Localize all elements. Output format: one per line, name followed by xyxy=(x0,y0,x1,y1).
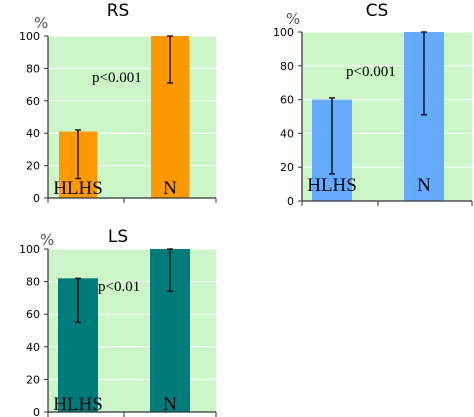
y-tick-label: 60 xyxy=(26,308,40,321)
error-bar-hlhs xyxy=(329,97,335,175)
category-label-hlhs: HLHS xyxy=(53,178,103,199)
y-tick-label: 20 xyxy=(280,161,294,174)
p-value-annotation: p<0.01 xyxy=(98,279,140,295)
category-label-n: N xyxy=(163,394,177,415)
y-tick-label: 0 xyxy=(33,406,40,417)
error-bar-n xyxy=(167,248,173,293)
y-tick-label: 20 xyxy=(26,160,40,173)
y-tick-label: 60 xyxy=(280,94,294,107)
p-value-annotation: p<0.001 xyxy=(92,70,142,86)
category-label-n: N xyxy=(417,175,431,196)
y-tick-label: 20 xyxy=(26,373,40,386)
y-tick-label: 0 xyxy=(287,195,294,208)
y-tick-label: 40 xyxy=(26,127,40,140)
y-tick-label: 60 xyxy=(26,95,40,108)
y-axis-unit: % xyxy=(40,231,54,249)
category-label-hlhs: HLHS xyxy=(307,175,357,196)
error-bar-n xyxy=(421,31,427,116)
error-bar-hlhs xyxy=(75,277,81,324)
y-tick-label: 80 xyxy=(280,60,294,73)
chart-title: RS xyxy=(107,1,130,21)
chart-title: LS xyxy=(108,227,128,247)
category-label-n: N xyxy=(163,178,177,199)
chart-title: CS xyxy=(366,1,389,21)
y-axis-unit: % xyxy=(34,14,48,32)
y-axis-unit: % xyxy=(286,10,300,28)
y-tick-label: 100 xyxy=(19,243,40,256)
y-tick-label: 40 xyxy=(26,341,40,354)
error-bar-hlhs xyxy=(75,129,81,180)
y-tick-label: 100 xyxy=(19,30,40,43)
y-tick-label: 0 xyxy=(33,192,40,205)
y-tick-label: 40 xyxy=(280,127,294,140)
y-tick-label: 80 xyxy=(26,62,40,75)
category-label-hlhs: HLHS xyxy=(53,394,103,415)
chart-ls: LS % p<0.01 HLHS N 0 20 40 60 80 100 xyxy=(19,227,217,417)
chart-rs: RS % p<0.001 HLHS N 0 20 40 60 80 100 xyxy=(19,1,217,205)
error-bar-n xyxy=(167,35,173,84)
p-value-annotation: p<0.001 xyxy=(346,64,396,80)
y-tick-label: 100 xyxy=(273,26,294,39)
y-tick-label: 80 xyxy=(26,276,40,289)
chart-cs: CS % p<0.001 HLHS N 0 20 40 60 80 100 xyxy=(273,1,473,208)
